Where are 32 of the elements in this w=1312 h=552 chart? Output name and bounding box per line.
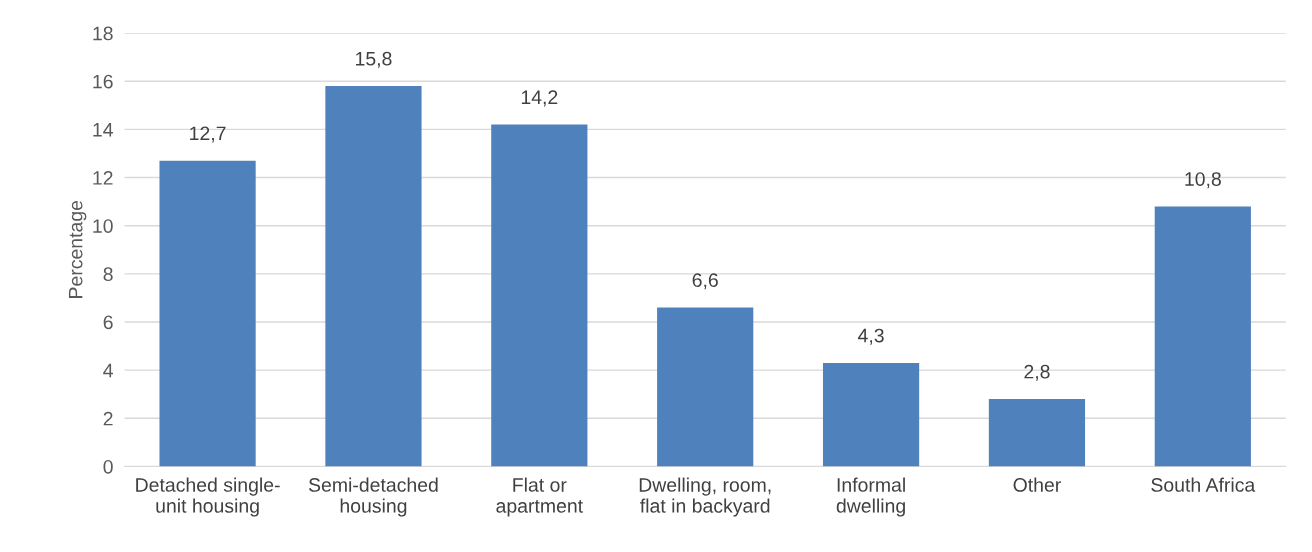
y-axis-title: Percentage: [68, 200, 87, 298]
data-label: 14,2: [521, 90, 558, 107]
x-tick-label: Flat or apartment: [496, 477, 583, 517]
y-tick-label: 18: [93, 26, 113, 41]
data-label: 6,6: [692, 273, 718, 290]
y-tick-label: 0: [103, 459, 113, 474]
y-tick-label: 8: [103, 267, 113, 282]
x-tick-label: Other: [1013, 477, 1061, 492]
y-tick-label: 16: [93, 74, 113, 89]
data-label: 4,3: [858, 328, 884, 345]
data-label: 15,8: [356, 51, 392, 68]
x-tick-label: Detached single- unit housing: [136, 477, 280, 517]
x-tick-label: Informal dwelling: [836, 477, 905, 517]
y-tick-label: 14: [93, 123, 113, 137]
bar: [491, 124, 588, 467]
y-tick-label: 2: [103, 411, 113, 426]
data-label: 2,8: [1024, 364, 1050, 381]
bar: [822, 362, 920, 467]
x-tick-label: Semi-detached housing: [308, 477, 438, 517]
y-tick-label: 12: [93, 171, 113, 185]
y-tick-label: 6: [103, 315, 113, 330]
y-tick-label: 10: [93, 219, 113, 233]
bar: [657, 307, 754, 467]
bar: [159, 160, 256, 467]
data-label: 10,8: [1185, 172, 1221, 189]
data-label: 12,7: [190, 126, 226, 143]
bar: [988, 399, 1086, 467]
bar: [1154, 206, 1251, 467]
x-tick-label: Dwelling, room, flat in backyard: [639, 477, 771, 517]
x-tick-label: South Africa: [1151, 477, 1256, 492]
y-tick-label: 4: [103, 363, 113, 378]
bar: [325, 86, 422, 467]
